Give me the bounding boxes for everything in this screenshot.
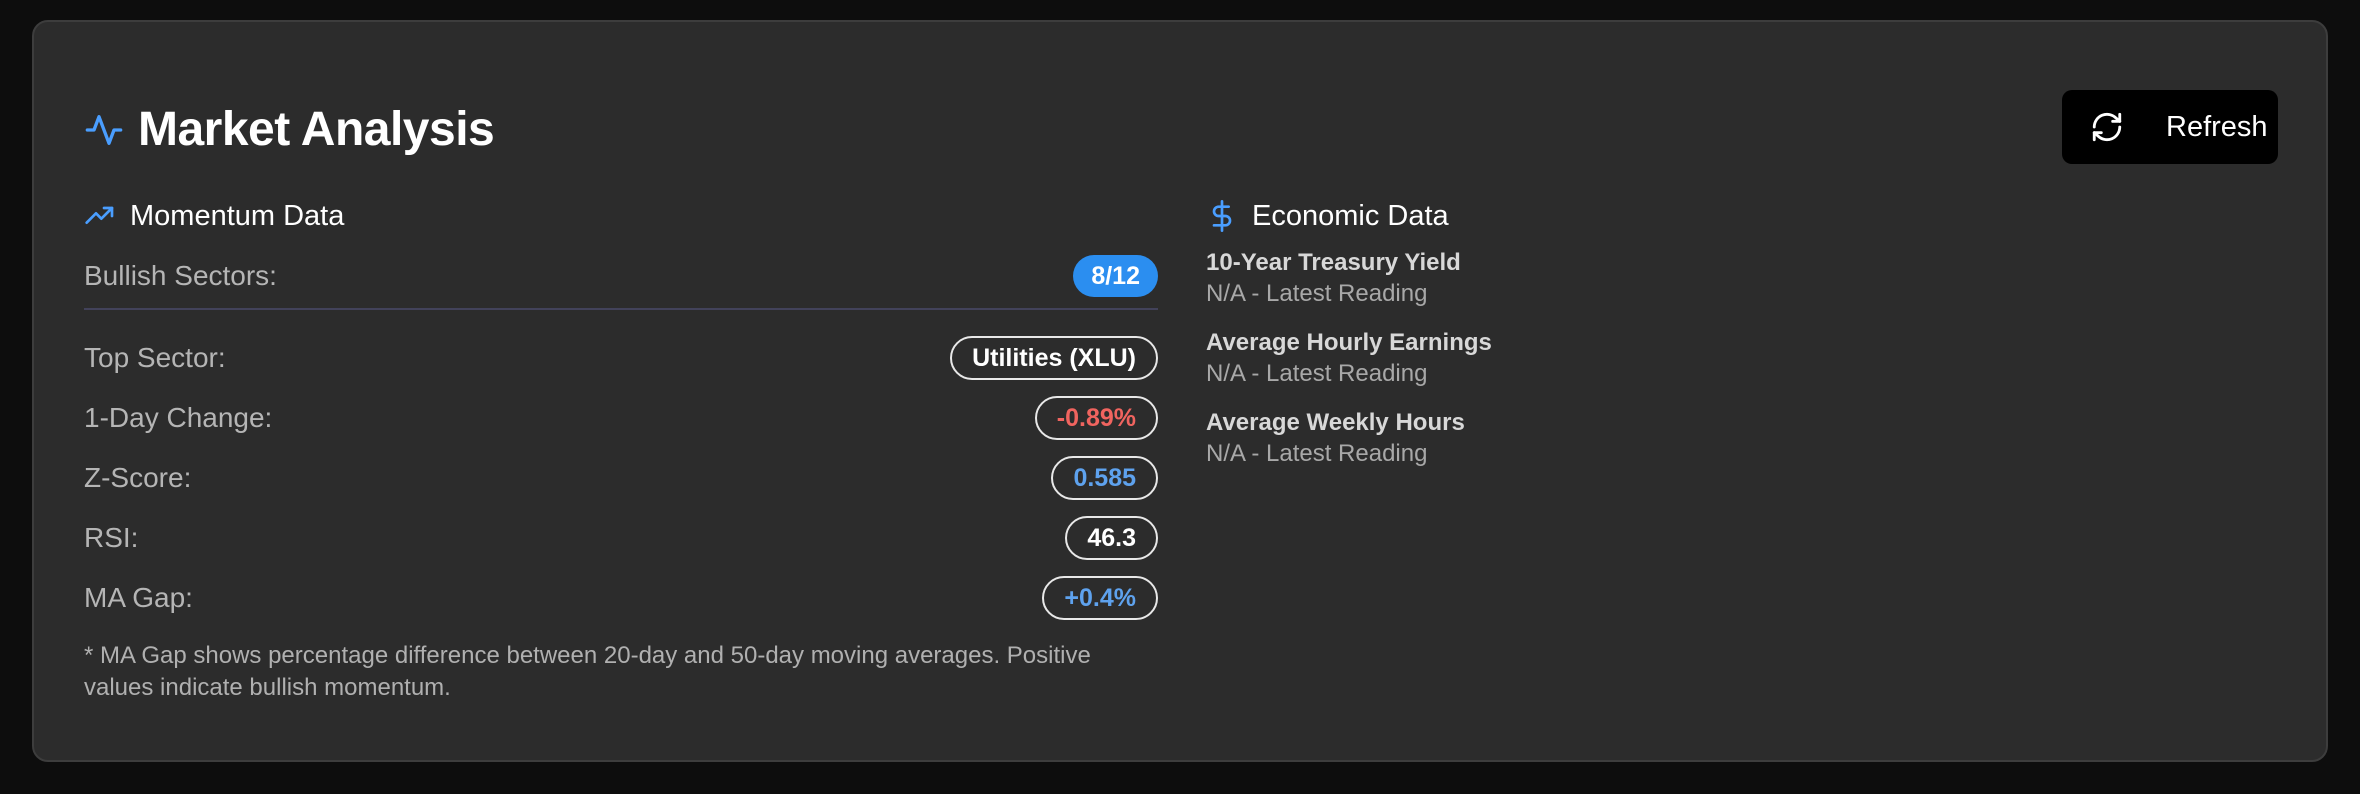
one-day-change-label: 1-Day Change: bbox=[84, 402, 273, 433]
ma-gap-label: MA Gap: bbox=[84, 582, 193, 613]
ma-gap-badge: +0.4% bbox=[1042, 576, 1158, 620]
economic-item-name: 10-Year Treasury Yield bbox=[1206, 249, 1461, 276]
economic-item: Average Hourly Earnings N/A - Latest Rea… bbox=[1206, 328, 2280, 390]
bullish-sectors-row: Bullish Sectors: 8/12 bbox=[84, 244, 1158, 310]
economic-item-name: Average Weekly Hours bbox=[1206, 409, 1465, 436]
momentum-title: Momentum Data bbox=[130, 199, 345, 232]
top-sector-label: Top Sector: bbox=[84, 342, 226, 373]
z-score-badge: 0.585 bbox=[1051, 456, 1158, 500]
ma-gap-row: MA Gap: +0.4% bbox=[84, 568, 1158, 628]
activity-icon bbox=[85, 114, 123, 145]
rsi-row: RSI: 46.3 bbox=[84, 508, 1158, 568]
economic-section: Economic Data 10-Year Treasury Yield N/A… bbox=[1206, 188, 2280, 488]
top-sector-badge: Utilities (XLU) bbox=[950, 336, 1158, 380]
top-sector-row: Top Sector: Utilities (XLU) bbox=[84, 328, 1158, 388]
refresh-label: Refresh bbox=[2166, 110, 2268, 143]
refresh-button[interactable]: Refresh bbox=[2062, 90, 2278, 164]
market-analysis-card: Market Analysis Refresh Momentum Data Bu… bbox=[32, 20, 2328, 762]
momentum-header: Momentum Data bbox=[84, 188, 1158, 244]
ma-gap-footnote: * MA Gap shows percentage difference bet… bbox=[84, 642, 1091, 701]
economic-item-name: Average Hourly Earnings bbox=[1206, 329, 1492, 356]
rsi-badge: 46.3 bbox=[1065, 516, 1158, 560]
bullish-sectors-label: Bullish Sectors: bbox=[84, 260, 277, 291]
one-day-change-badge: -0.89% bbox=[1034, 396, 1158, 440]
trending-up-icon bbox=[85, 206, 114, 224]
economic-item-value: N/A - Latest Reading bbox=[1206, 280, 1428, 307]
momentum-section: Momentum Data Bullish Sectors: 8/12 Top … bbox=[84, 188, 1158, 704]
one-day-change-row: 1-Day Change: -0.89% bbox=[84, 388, 1158, 448]
economic-item-value: N/A - Latest Reading bbox=[1206, 440, 1428, 467]
title-group: Market Analysis bbox=[84, 102, 495, 157]
refresh-icon bbox=[2092, 112, 2122, 142]
economic-item: 10-Year Treasury Yield N/A - Latest Read… bbox=[1206, 248, 2280, 310]
economic-header: Economic Data bbox=[1206, 188, 2280, 244]
economic-item-value: N/A - Latest Reading bbox=[1206, 360, 1428, 387]
page-title: Market Analysis bbox=[138, 103, 495, 156]
dollar-icon bbox=[1212, 200, 1232, 232]
z-score-label: Z-Score: bbox=[84, 462, 192, 493]
rsi-label: RSI: bbox=[84, 522, 139, 553]
z-score-row: Z-Score: 0.585 bbox=[84, 448, 1158, 508]
economic-item: Average Weekly Hours N/A - Latest Readin… bbox=[1206, 408, 2280, 470]
economic-title: Economic Data bbox=[1252, 199, 1449, 232]
bullish-sectors-badge: 8/12 bbox=[1073, 255, 1158, 297]
card-header: Market Analysis Refresh bbox=[84, 72, 2278, 182]
